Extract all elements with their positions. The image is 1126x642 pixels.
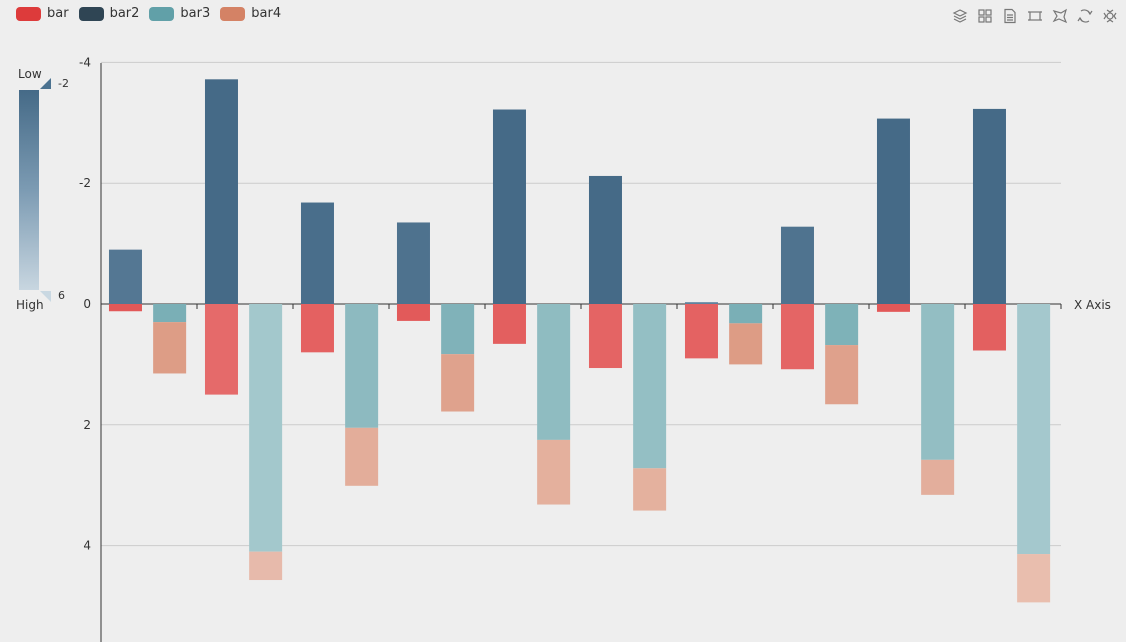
legend-swatch — [78, 6, 104, 21]
visual-map-upper-handle[interactable] — [40, 78, 51, 89]
y-tick-label: -2 — [79, 176, 91, 190]
toolbox — [952, 8, 1118, 24]
bar-bar — [300, 304, 334, 353]
bar-bar — [684, 304, 718, 359]
bar-bar4 — [345, 427, 379, 486]
bar-bar3 — [153, 304, 187, 323]
bar-bar3 — [633, 304, 667, 469]
bar-bar2 — [972, 108, 1006, 305]
bar-bar2 — [780, 226, 814, 304]
bar-bar3 — [345, 304, 379, 428]
bar-bar — [108, 304, 142, 312]
bar-bar3 — [537, 304, 571, 440]
y-tick-label: -4 — [79, 55, 91, 69]
legend-item-bar4[interactable]: bar4 — [220, 6, 281, 21]
rect-select-icon[interactable] — [1027, 8, 1043, 24]
legend-swatch — [149, 6, 175, 21]
lasso-icon[interactable] — [1052, 8, 1068, 24]
restore-icon[interactable] — [1077, 8, 1093, 24]
bar-bar4 — [633, 468, 667, 511]
save-image-icon[interactable] — [1102, 8, 1118, 24]
bar-bar — [588, 304, 622, 369]
bar-bar2 — [492, 109, 526, 305]
bar-bar — [876, 304, 910, 312]
bar-bar — [780, 304, 814, 370]
bar-bar4 — [153, 322, 187, 374]
bar-bar2 — [396, 222, 430, 304]
legend-item-bar2[interactable]: bar2 — [78, 6, 140, 21]
legend-swatch — [16, 6, 41, 21]
bar-bar2 — [684, 302, 718, 304]
legend: bar bar2 bar3 bar4 — [16, 6, 281, 21]
bar-bar — [204, 304, 238, 395]
legend-swatch — [220, 6, 246, 21]
data-view-icon[interactable] — [1002, 8, 1018, 24]
bar-bar3 — [921, 304, 955, 460]
bar-bar4 — [921, 459, 955, 495]
visual-map-high-label: High — [16, 298, 44, 312]
legend-label: bar3 — [180, 6, 211, 21]
visual-map-max-value: -2 — [58, 77, 69, 90]
bar-bar2 — [204, 79, 238, 304]
grid-icon[interactable] — [977, 8, 993, 24]
bar-bar4 — [537, 439, 571, 505]
bar-bar4 — [729, 323, 763, 365]
bar-bar2 — [300, 202, 334, 304]
bar-bar — [972, 304, 1006, 351]
bar-bar4 — [1017, 554, 1051, 603]
bar-bar — [492, 304, 526, 344]
visual-map-min-value: 6 — [58, 289, 65, 302]
visual-map-low-label: Low — [18, 67, 42, 81]
legend-label: bar — [47, 6, 69, 21]
bar-bar3 — [441, 304, 475, 355]
bar-bar3 — [825, 304, 859, 346]
legend-item-bar3[interactable]: bar3 — [149, 6, 210, 21]
bar-bar2 — [108, 249, 142, 304]
bar-bar3 — [249, 304, 283, 552]
bar-bar — [396, 304, 430, 321]
bar-bar2 — [876, 118, 910, 305]
bar-bar4 — [249, 551, 283, 581]
bar-bar2 — [588, 175, 622, 304]
y-tick-label: 0 — [83, 297, 91, 311]
bar-bar4 — [825, 345, 859, 405]
bar-bar3 — [1017, 304, 1051, 555]
layers-icon[interactable] — [952, 8, 968, 24]
visual-map-lower-handle[interactable] — [40, 291, 51, 302]
y-tick-label: 2 — [83, 418, 91, 432]
y-tick-label: 4 — [83, 539, 91, 553]
bar-bar3 — [729, 304, 763, 324]
legend-item-bar[interactable]: bar — [16, 6, 69, 21]
visual-map-gradient-bar[interactable] — [19, 90, 39, 290]
visual-map: Low -2 6 High — [16, 66, 69, 316]
legend-label: bar2 — [109, 6, 140, 21]
legend-label: bar4 — [251, 6, 282, 21]
x-axis-name: X Axis — [1074, 298, 1111, 312]
bar-bar4 — [441, 354, 475, 412]
